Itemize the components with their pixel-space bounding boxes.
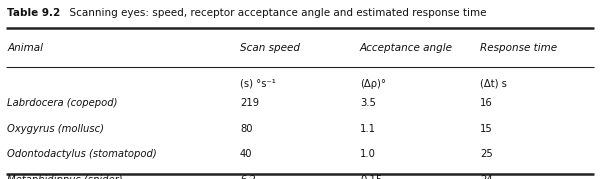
Text: (s) °s⁻¹: (s) °s⁻¹	[240, 79, 276, 89]
Text: Odontodactylus (stomatopod): Odontodactylus (stomatopod)	[7, 149, 157, 159]
Text: Scanning eyes: speed, receptor acceptance angle and estimated response time: Scanning eyes: speed, receptor acceptanc…	[63, 8, 487, 18]
Text: Response time: Response time	[480, 43, 557, 53]
Text: 1.1: 1.1	[360, 124, 376, 134]
Text: (Δt) s: (Δt) s	[480, 79, 507, 89]
Text: 25: 25	[480, 149, 493, 159]
Text: 219: 219	[240, 98, 259, 108]
Text: 15: 15	[480, 124, 493, 134]
Text: Labrdocera (copepod): Labrdocera (copepod)	[7, 98, 118, 108]
Text: Animal: Animal	[7, 43, 43, 53]
Text: 3.5: 3.5	[360, 98, 376, 108]
Text: (Δρ)°: (Δρ)°	[360, 79, 386, 89]
Text: 40: 40	[240, 149, 253, 159]
Text: 1.0: 1.0	[360, 149, 376, 159]
Text: Scan speed: Scan speed	[240, 43, 300, 53]
Text: 80: 80	[240, 124, 253, 134]
Text: 6.2: 6.2	[240, 175, 256, 179]
Text: 24: 24	[480, 175, 493, 179]
Text: Acceptance angle: Acceptance angle	[360, 43, 453, 53]
Text: Oxygyrus (mollusc): Oxygyrus (mollusc)	[7, 124, 104, 134]
Text: 16: 16	[480, 98, 493, 108]
Text: 0.15: 0.15	[360, 175, 382, 179]
Text: Metaphidippus (spider): Metaphidippus (spider)	[7, 175, 123, 179]
Text: Table 9.2: Table 9.2	[7, 8, 61, 18]
